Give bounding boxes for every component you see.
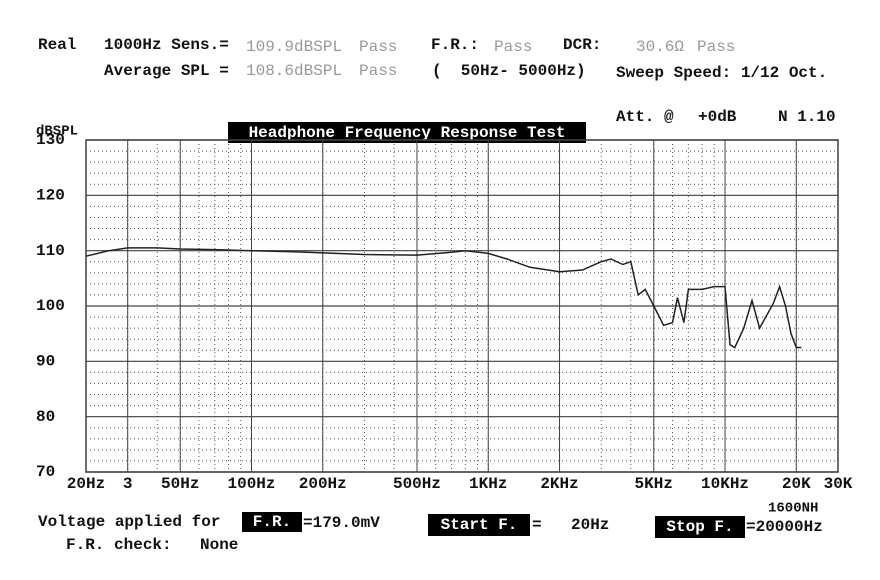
check-value: None bbox=[200, 536, 238, 554]
avg-range: ( 50Hz- 5000Hz) bbox=[432, 62, 586, 80]
y-tick-label: 130 bbox=[36, 131, 65, 149]
voltage-label: Voltage applied for bbox=[38, 513, 220, 531]
sens-label: 1000Hz Sens.= bbox=[104, 36, 229, 54]
avg-value: 108.6dBSPL bbox=[246, 62, 342, 80]
y-tick-label: 80 bbox=[36, 408, 55, 426]
sens-value: 109.9dBSPL bbox=[246, 38, 342, 56]
x-tick-label: 50Hz bbox=[161, 475, 199, 493]
sweep-speed: Sweep Speed: 1/12 Oct. bbox=[616, 64, 827, 82]
voltage-value: =179.0mV bbox=[303, 514, 380, 532]
x-tick-label: 30K bbox=[824, 475, 853, 493]
title-box bbox=[228, 122, 586, 143]
att-value: +0dB bbox=[698, 108, 737, 126]
x-tick-label: 20K bbox=[782, 475, 811, 493]
x-tick-label: 20Hz bbox=[67, 475, 105, 493]
stop-value: =20000Hz bbox=[746, 518, 823, 536]
x-tick-label: 100Hz bbox=[227, 475, 275, 493]
response-curve bbox=[85, 247, 802, 349]
dcr-label: DCR: bbox=[563, 36, 601, 54]
fr-status: Pass bbox=[494, 38, 532, 56]
y-tick-label: 100 bbox=[36, 297, 65, 315]
stop-button[interactable] bbox=[655, 516, 745, 538]
mode: Real bbox=[38, 36, 76, 54]
y-tick-label: 70 bbox=[36, 463, 55, 481]
avg-label: Average SPL = bbox=[104, 62, 229, 80]
note: 1600NH bbox=[768, 501, 818, 517]
fr-label: F.R.: bbox=[431, 36, 479, 54]
start-eq: = bbox=[532, 516, 542, 534]
att-label: Att. @ bbox=[616, 108, 674, 126]
sens-status: Pass bbox=[359, 38, 397, 56]
dcr-value: 30.6Ω bbox=[636, 38, 684, 56]
x-tick-label: 5KHz bbox=[635, 475, 673, 493]
check-label: F.R. check: bbox=[66, 536, 172, 554]
x-tick-label: 1KHz bbox=[469, 475, 507, 493]
start-value: 20Hz bbox=[571, 516, 609, 534]
y-tick-label: 110 bbox=[36, 242, 65, 260]
y-tick-label: 90 bbox=[36, 353, 55, 371]
x-tick-label: 2KHz bbox=[540, 475, 578, 493]
start-button[interactable] bbox=[428, 514, 530, 536]
dcr-status: Pass bbox=[697, 38, 735, 56]
start-button-label[interactable]: Start F. bbox=[441, 516, 518, 534]
x-tick-label: 10KHz bbox=[701, 475, 749, 493]
x-tick-label: 500Hz bbox=[393, 475, 441, 493]
x-tick-label: 3 bbox=[123, 475, 133, 493]
avg-status: Pass bbox=[359, 62, 397, 80]
fr-button-label[interactable]: F.R. bbox=[253, 513, 291, 531]
version: N 1.10 bbox=[778, 108, 836, 126]
x-tick-label: 200Hz bbox=[299, 475, 347, 493]
stop-button-label[interactable]: Stop F. bbox=[666, 518, 733, 536]
chart-title: Headphone Frequency Response Test bbox=[249, 124, 566, 142]
fr-button[interactable] bbox=[242, 512, 302, 532]
y-tick-label: 120 bbox=[36, 187, 65, 205]
y-axis-label: dBSPL bbox=[36, 124, 78, 140]
